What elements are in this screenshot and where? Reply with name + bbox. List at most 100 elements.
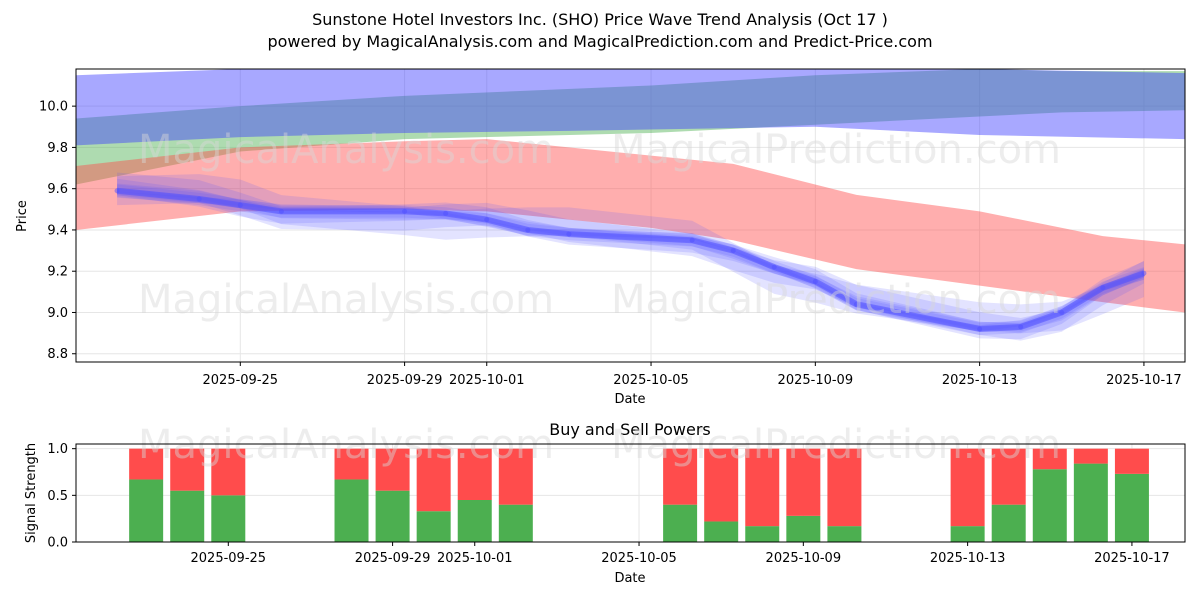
signal-x-tick-label: 2025-09-29 <box>355 551 431 566</box>
sell-power-bar <box>745 448 780 527</box>
buy-power-bar <box>457 500 492 542</box>
red-trend-band <box>76 139 1185 313</box>
sell-power-bar <box>457 448 492 500</box>
price-x-tick-label: 2025-10-01 <box>449 373 525 388</box>
price-wave-layer <box>117 183 1144 332</box>
price-y-tick-label: 9.0 <box>47 306 68 321</box>
price-wave-point <box>1100 285 1106 291</box>
signal-y-tick-label: 0.0 <box>47 536 68 551</box>
price-x-tick-label: 2025-10-09 <box>778 373 854 388</box>
buy-power-bar <box>704 521 739 542</box>
buy-power-bar <box>129 479 164 542</box>
price-y-tick-label: 8.8 <box>47 347 68 362</box>
signal-x-tick-label: 2025-10-13 <box>930 551 1006 566</box>
watermark-text: MagicalAnalysis.com <box>138 422 554 468</box>
price-wave-point <box>525 227 531 233</box>
signal-x-tick-label: 2025-09-25 <box>191 551 267 566</box>
price-watermarks: MagicalAnalysis.com MagicalPrediction.com… <box>138 127 1061 323</box>
price-wave-point <box>278 208 284 214</box>
price-x-axis-label: Date <box>614 392 645 407</box>
price-x-tick-label: 2025-10-13 <box>942 373 1018 388</box>
buy-power-bar <box>211 495 246 542</box>
price-plot-frame <box>75 68 1186 363</box>
watermark-text: MagicalAnalysis.com <box>138 127 554 173</box>
signal-x-tick-label: 2025-10-01 <box>437 551 513 566</box>
price-wave-point <box>689 237 695 243</box>
sell-power-bar <box>950 448 985 527</box>
price-wave-layer <box>117 172 1144 341</box>
green-trend-band <box>76 69 1185 185</box>
price-y-axis-label: Price <box>15 200 30 232</box>
price-y-tick-label: 9.4 <box>47 223 68 238</box>
price-wave-layer <box>117 178 1144 340</box>
signal-watermarks: MagicalAnalysis.com MagicalPrediction.com <box>138 422 1061 468</box>
buy-power-bar <box>416 511 451 542</box>
buy-power-bar <box>950 526 985 542</box>
price-wave <box>114 172 1147 341</box>
sell-power-bar <box>416 448 451 512</box>
watermark-text: MagicalAnalysis.com <box>138 277 554 323</box>
price-x-tick-label: 2025-10-17 <box>1106 373 1182 388</box>
signal-y-ticks: 0.0 0.5 1.0 <box>47 442 76 551</box>
sell-power-bar <box>991 448 1026 505</box>
price-x-ticks: 2025-09-25 2025-09-29 2025-10-01 2025-10-05… <box>203 362 1182 388</box>
price-wave-point <box>771 264 777 270</box>
sell-power-bar <box>663 448 698 505</box>
buy-power-bar <box>827 526 862 542</box>
buy-power-bar <box>1073 463 1108 542</box>
price-y-tick-label: 9.6 <box>47 182 68 197</box>
price-wave-point <box>1141 270 1147 276</box>
price-y-tick-label: 10.0 <box>39 100 68 115</box>
buy-power-bar <box>375 490 410 542</box>
buy-power-bar <box>170 490 205 542</box>
sell-power-bar <box>334 448 369 480</box>
price-y-ticks: 8.8 9.0 9.2 9.4 9.6 9.8 10.0 <box>39 100 76 362</box>
sell-power-bar <box>786 448 821 516</box>
signal-chart-title: Buy and Sell Powers <box>549 420 711 439</box>
price-wave-point <box>853 301 859 307</box>
sell-power-bar <box>170 448 205 491</box>
chart-title-line1: Sunstone Hotel Investors Inc. (SHO) Pric… <box>312 10 888 29</box>
buy-power-bar <box>991 504 1026 542</box>
price-wave-point <box>812 279 818 285</box>
signal-x-tick-label: 2025-10-09 <box>766 551 842 566</box>
price-x-tick-label: 2025-09-25 <box>203 373 279 388</box>
blue-trend-band <box>76 69 1185 146</box>
buy-power-bar <box>1032 469 1067 542</box>
watermark-text: MagicalPrediction.com <box>611 277 1061 323</box>
price-wave-point <box>402 208 408 214</box>
price-wave-point <box>484 217 490 223</box>
sell-power-bar <box>827 448 862 527</box>
signal-y-axis-label: Signal Strength <box>24 443 39 543</box>
price-wave-point <box>443 210 449 216</box>
buy-power-bar <box>498 504 533 542</box>
price-grid <box>76 69 1185 362</box>
price-y-tick-label: 9.2 <box>47 265 68 280</box>
signal-x-tick-label: 2025-10-05 <box>601 551 677 566</box>
price-wave-point <box>237 202 243 208</box>
price-wave-point <box>566 231 572 237</box>
price-wave-point <box>114 188 120 194</box>
trend-bands <box>76 69 1185 313</box>
buy-power-bar <box>786 515 821 542</box>
price-wave-point <box>977 326 983 332</box>
price-wave-point <box>196 196 202 202</box>
sell-power-bar <box>1073 448 1108 464</box>
price-y-tick-label: 9.8 <box>47 141 68 156</box>
sell-power-bar <box>1114 448 1149 474</box>
sell-power-bar <box>129 448 164 480</box>
signal-x-axis-label: Date <box>614 571 645 586</box>
signal-y-tick-label: 0.5 <box>47 489 68 504</box>
sell-power-bar <box>704 448 739 522</box>
price-wave-point <box>730 248 736 254</box>
sell-power-bar <box>1032 448 1067 470</box>
signal-x-tick-label: 2025-10-17 <box>1094 551 1170 566</box>
price-x-tick-label: 2025-09-29 <box>367 373 443 388</box>
signal-x-ticks: 2025-09-25 2025-09-29 2025-10-01 2025-10-05… <box>191 542 1170 566</box>
signal-plot-frame <box>75 443 1186 543</box>
buy-power-bar <box>663 504 698 542</box>
buy-power-bar <box>334 479 369 542</box>
watermark-text: MagicalPrediction.com <box>611 127 1061 173</box>
